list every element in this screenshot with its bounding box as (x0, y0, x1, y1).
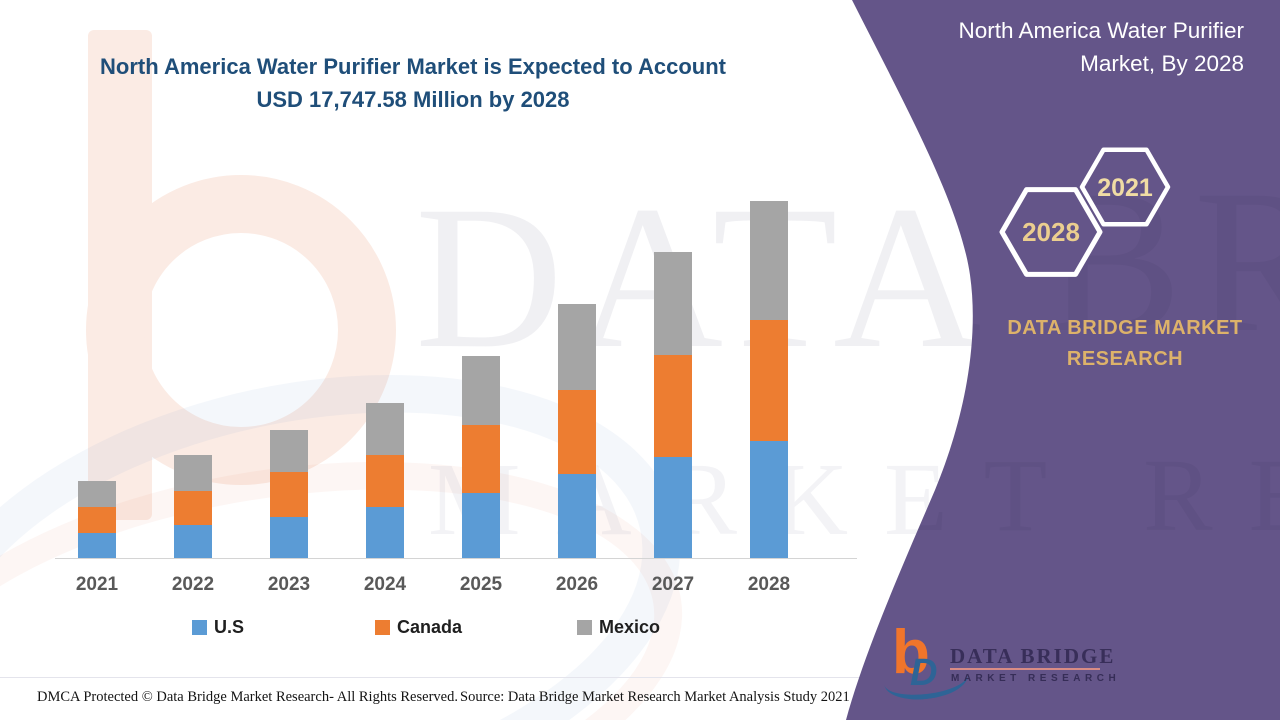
bar-segment-canada-2028 (750, 319, 788, 442)
x-tick-label-2027: 2027 (651, 574, 695, 595)
bar-segment-us-2024 (366, 507, 404, 558)
bar-segment-canada-2026 (558, 389, 596, 475)
footer-bar: DMCA Protected © Data Bridge Market Rese… (0, 677, 1280, 720)
x-tick-label-2021: 2021 (75, 574, 119, 595)
x-tick-label-2024: 2024 (363, 574, 407, 595)
hexagon-2021-shape (1079, 147, 1171, 227)
bar-segment-us-2021 (78, 533, 116, 558)
legend-swatch-icon (192, 619, 207, 635)
bar-segment-canada-2022 (174, 490, 212, 525)
panel-watermark-row2: MARKET RESEARCH (428, 438, 1280, 553)
legend-item-canada: Canada (375, 617, 462, 637)
legend-label: U.S (214, 616, 245, 637)
hexagon-2028-shape (999, 187, 1103, 277)
legend-item-mexico: Mexico (577, 617, 660, 637)
bar-segment-us-2027 (654, 457, 692, 558)
panel-heading: North America Water Purifier Market, By … (904, 14, 1245, 80)
bar-segment-mexico-2027 (654, 251, 692, 355)
legend-label: Mexico (599, 616, 661, 637)
x-tick-label-2028: 2028 (747, 574, 791, 595)
x-axis-line (55, 558, 857, 559)
legend-item-us: U.S (192, 617, 244, 637)
bar-segment-canada-2025 (462, 424, 500, 493)
brand-text-line2: RESEARCH (1066, 348, 1184, 370)
bar-segment-us-2025 (462, 492, 500, 558)
x-tick-label-2025: 2025 (459, 574, 503, 595)
data-bridge-logo: b D DATA BRIDGE MARKET RESEARCH (881, 622, 1121, 704)
x-tick-label-2023: 2023 (267, 574, 311, 595)
legend-label: Canada (397, 616, 463, 637)
hexagon-2028-label: 2028 (1022, 217, 1080, 247)
bar-segment-us-2023 (270, 516, 308, 558)
bar-segment-mexico-2025 (462, 355, 500, 425)
chart-title-line2: USD 17,747.58 Million by 2028 (256, 87, 570, 112)
x-tick-label-2022: 2022 (171, 574, 215, 595)
bar-segment-mexico-2028 (750, 200, 788, 320)
logo-wordmark: DATA BRIDGE (950, 644, 1116, 668)
panel-heading-line2: Market, By 2028 (1080, 51, 1244, 76)
footer-dmca-text: DMCA Protected © Data Bridge Market Rese… (37, 689, 458, 705)
logo-tagline: MARKET RESEARCH (951, 673, 1121, 684)
purple-panel-shape (846, 0, 1280, 720)
footer-source-text: Source: Data Bridge Market Research Mark… (460, 689, 850, 705)
x-tick-label-2026: 2026 (555, 574, 599, 595)
logo-d-icon: D (910, 652, 938, 694)
brand-text-line1: DATA BRIDGE MARKET (1007, 317, 1243, 339)
hexagon-badges: 2021 2028 (999, 147, 1171, 277)
brand-text: DATA BRIDGE MARKET RESEARCH (985, 313, 1265, 375)
legend-swatch-icon (375, 619, 390, 635)
chart-title-line1: North America Water Purifier Market is E… (100, 54, 726, 79)
bar-segment-us-2028 (750, 441, 788, 558)
legend-swatch-icon (577, 619, 592, 635)
bar-segment-mexico-2026 (558, 304, 596, 390)
bar-segment-canada-2027 (654, 354, 692, 458)
chart-title: North America Water Purifier Market is E… (33, 50, 793, 116)
hexagon-2021-label: 2021 (1097, 174, 1153, 202)
bar-segment-us-2022 (174, 524, 212, 558)
logo-b-icon: b (892, 618, 930, 687)
panel-heading-line1: North America Water Purifier (958, 18, 1245, 43)
logo-underline (950, 668, 1100, 670)
bar-segment-us-2026 (558, 474, 596, 558)
